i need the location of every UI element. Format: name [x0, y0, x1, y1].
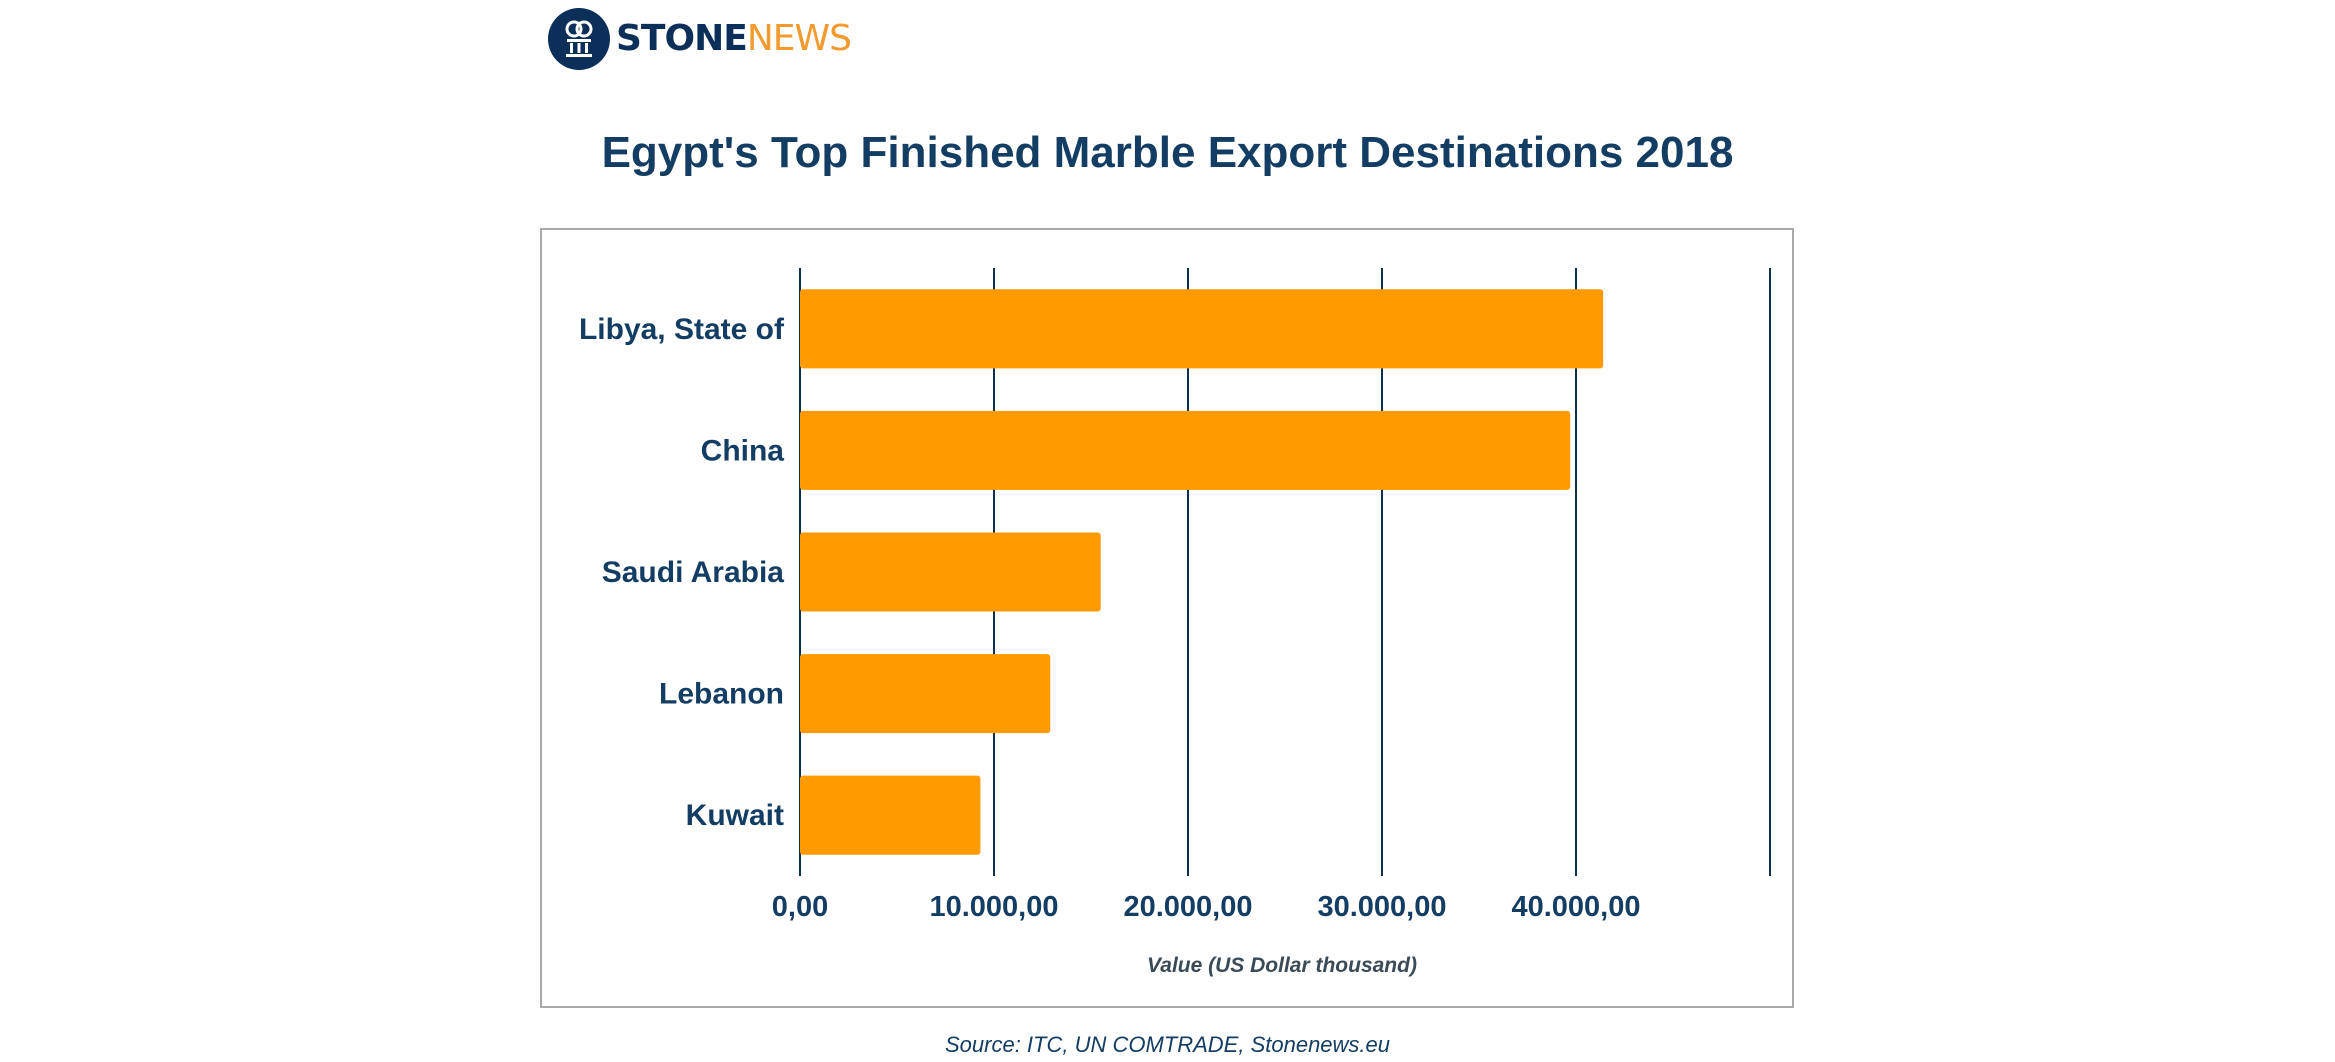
bar-0 [800, 289, 1604, 369]
x-tick-label-1: 10.000,00 [929, 891, 1058, 923]
category-label-0: Libya, State of [579, 313, 785, 346]
x-tick-label-3: 30.000,00 [1317, 891, 1446, 923]
bar-chart: Libya, State of China Saudi Arabia Lebanon K… [579, 268, 1771, 977]
x-tick-label-2: 20.000,00 [1123, 891, 1252, 923]
stonenews-logo: STONENEWS [548, 6, 852, 72]
x-axis-label: Value (US Dollar thousand) [1147, 954, 1417, 977]
category-label-4: Kuwait [686, 799, 784, 832]
logo-wordmark: STONENEWS [616, 18, 852, 59]
chart-frame: Libya, State of China Saudi Arabia Lebanon K… [540, 228, 1794, 1008]
bar-1 [800, 410, 1571, 490]
source-note: Source: ITC, UN COMTRADE, Stonenews.eu [944, 1032, 1391, 1057]
chart-title: Egypt's Top Finished Marble Export Desti… [601, 128, 1734, 177]
logo-emblem-icon [548, 8, 610, 70]
category-label-1: China [701, 434, 785, 467]
logo-word-stone: STONE [616, 18, 748, 59]
logo-word-news: NEWS [746, 18, 852, 59]
category-label-3: Lebanon [659, 678, 784, 711]
bar-3 [800, 654, 1051, 734]
category-label-2: Saudi Arabia [602, 556, 785, 589]
x-tick-label-0: 0,00 [772, 891, 828, 923]
bar-4 [800, 775, 981, 855]
x-tick-label-4: 40.000,00 [1511, 891, 1640, 923]
bar-2 [800, 532, 1101, 612]
